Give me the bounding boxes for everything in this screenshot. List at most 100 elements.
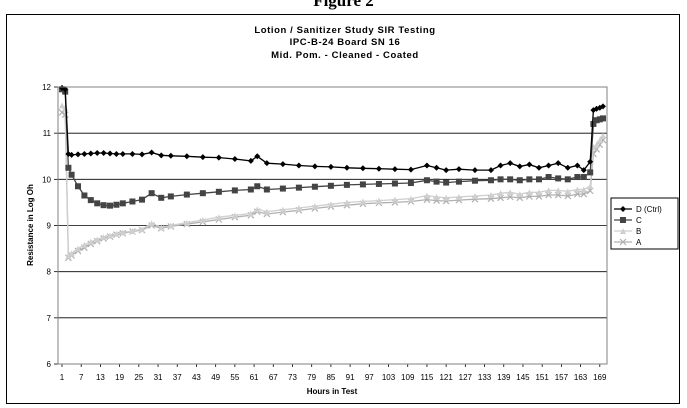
- series-0-point-33: [423, 162, 430, 169]
- x-tick-label-18: 109: [401, 373, 415, 382]
- series-1-point-30: [375, 180, 382, 187]
- series-2-point-16: [167, 222, 174, 229]
- series-1-point-25: [295, 184, 302, 191]
- x-tick-label-8: 49: [211, 373, 220, 382]
- series-1-point-35: [443, 179, 450, 186]
- series-0-point-40: [507, 160, 514, 167]
- legend-marker-2: [620, 228, 626, 234]
- series-0-point-42: [526, 161, 533, 168]
- series-2-point-21: [247, 210, 254, 217]
- series-2-point-40: [507, 189, 514, 196]
- legend-marker-3: [619, 238, 627, 246]
- series-0-point-44: [545, 162, 552, 169]
- series-2-point-42: [526, 189, 533, 196]
- series-0-point-27: [327, 163, 334, 170]
- series-1-point-51: [593, 117, 600, 124]
- x-tick-label-6: 37: [173, 373, 182, 382]
- series-2-point-13: [139, 226, 146, 233]
- series-0-point-10: [113, 150, 120, 157]
- series-0-point-4: [75, 151, 82, 158]
- x-tick-label-21: 127: [459, 373, 473, 382]
- series-2-point-3: [68, 250, 75, 257]
- series-0-point-30: [375, 165, 382, 172]
- series-2-point-49: [587, 183, 594, 190]
- series-2-point-34: [433, 193, 440, 200]
- series-0-point-37: [471, 167, 478, 174]
- x-tick-label-1: 7: [79, 373, 84, 382]
- series-0-point-8: [100, 150, 107, 157]
- series-0-point-22: [254, 153, 261, 160]
- series-2-point-48: [580, 186, 587, 193]
- series-0-point-23: [263, 160, 270, 167]
- series-2-point-37: [471, 192, 478, 199]
- series-0-point-12: [129, 150, 136, 157]
- series-1-point-29: [359, 181, 366, 188]
- series-1-point-22: [254, 183, 261, 190]
- series-1-point-15: [158, 194, 165, 201]
- series-2-point-36: [455, 193, 462, 200]
- series-2-point-24: [279, 206, 286, 213]
- series-group: [58, 84, 607, 262]
- series-2-point-5: [81, 241, 88, 248]
- series-1-point-2: [65, 164, 72, 171]
- x-tick-label-12: 73: [288, 373, 297, 382]
- legend-marker-3-stroke-b: [619, 238, 627, 246]
- series-0-point-47: [574, 162, 581, 169]
- series-2-point-45: [555, 187, 562, 194]
- legend: D (Ctrl) CBA: [610, 197, 679, 250]
- x-axis-label: Hours in Test: [307, 387, 358, 396]
- legend-label-0: D (Ctrl): [636, 205, 662, 214]
- x-tick-label-11: 67: [269, 373, 278, 382]
- series-2-point-33: [423, 192, 430, 199]
- series-1-point-9: [107, 202, 114, 209]
- series-2-point-28: [343, 199, 350, 206]
- series-1-point-52: [596, 116, 603, 123]
- x-tick-label-28: 169: [593, 373, 607, 382]
- y-tick-label-6: 12: [42, 83, 51, 92]
- series-1-point-10: [113, 201, 120, 208]
- y-axis-label: Resistance in Log Oh: [26, 184, 35, 266]
- series-0-point-45: [555, 160, 562, 167]
- series-2-point-20: [231, 212, 238, 219]
- series-0-point-16: [167, 152, 174, 159]
- x-tick-label-10: 61: [250, 373, 259, 382]
- series-2-point-15: [158, 224, 165, 231]
- series-2-point-41: [516, 191, 523, 198]
- series-1-point-45: [555, 175, 562, 182]
- series-0-point-3: [68, 151, 75, 158]
- y-tick-labels: 6 7 8 9 10 11 12: [42, 83, 51, 369]
- series-1-point-49: [587, 169, 594, 176]
- y-tick-label-5: 11: [43, 129, 52, 138]
- x-tick-label-23: 139: [497, 373, 511, 382]
- series-2-point-10: [113, 230, 120, 237]
- y-tick-label-2: 8: [47, 268, 52, 277]
- series-2-point-44: [545, 187, 552, 194]
- series-2-point-26: [311, 203, 318, 210]
- chart-frame: [6, 14, 680, 404]
- series-2-point-35: [443, 194, 450, 201]
- series-1-point-13: [139, 196, 146, 203]
- series-1-point-42: [526, 176, 533, 183]
- series-2-point-51: [593, 141, 600, 148]
- series-1-point-31: [391, 180, 398, 187]
- x-tick-label-19: 115: [421, 373, 434, 382]
- series-1-point-53: [600, 115, 606, 122]
- series-2-point-31: [391, 196, 398, 203]
- x-tick-label-20: 121: [439, 373, 453, 382]
- series-2-point-25: [295, 204, 302, 211]
- series-0-point-46: [564, 164, 571, 171]
- series-2-point-17: [183, 219, 190, 226]
- series-2-point-14: [148, 220, 155, 227]
- series-0-point-49: [587, 158, 594, 165]
- x-tick-label-7: 43: [192, 373, 201, 382]
- y-tick-label-4: 10: [42, 175, 51, 184]
- series-2-point-43: [535, 189, 542, 196]
- x-tick-label-15: 91: [346, 373, 355, 382]
- series-1-point-4: [75, 183, 82, 190]
- series-1-point-5: [81, 192, 88, 199]
- series-1-point-7: [94, 200, 101, 207]
- series-1-point-34: [433, 178, 440, 185]
- x-tick-label-3: 19: [115, 373, 124, 382]
- series-1-point-33: [423, 177, 430, 184]
- series-0-point-36: [455, 166, 462, 173]
